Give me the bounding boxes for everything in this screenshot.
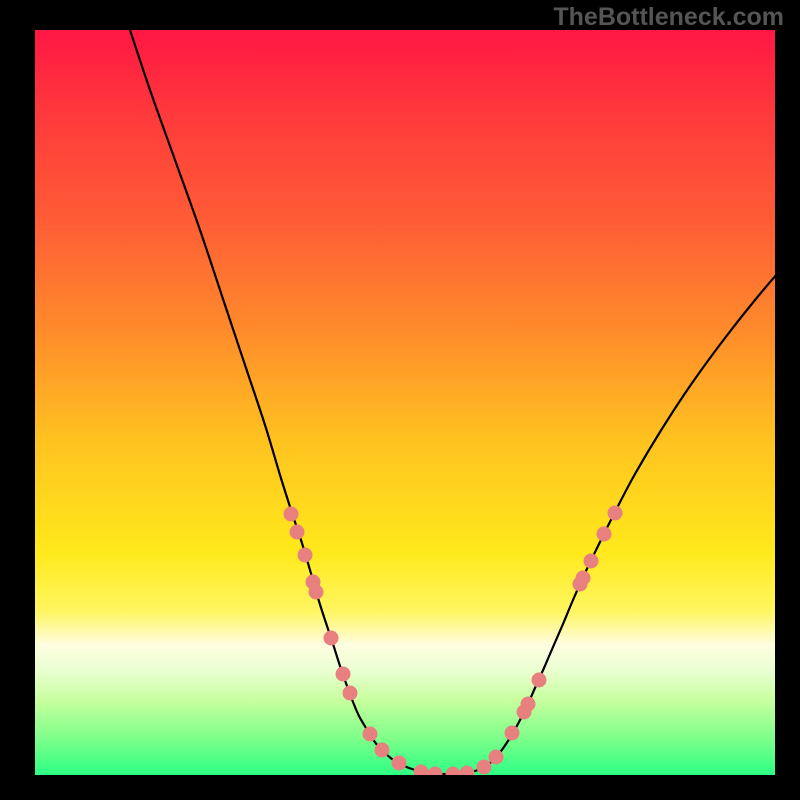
watermark-text: TheBottleneck.com: [553, 3, 784, 32]
chart-stage: TheBottleneck.com: [0, 0, 800, 800]
plot-background: [35, 30, 775, 775]
